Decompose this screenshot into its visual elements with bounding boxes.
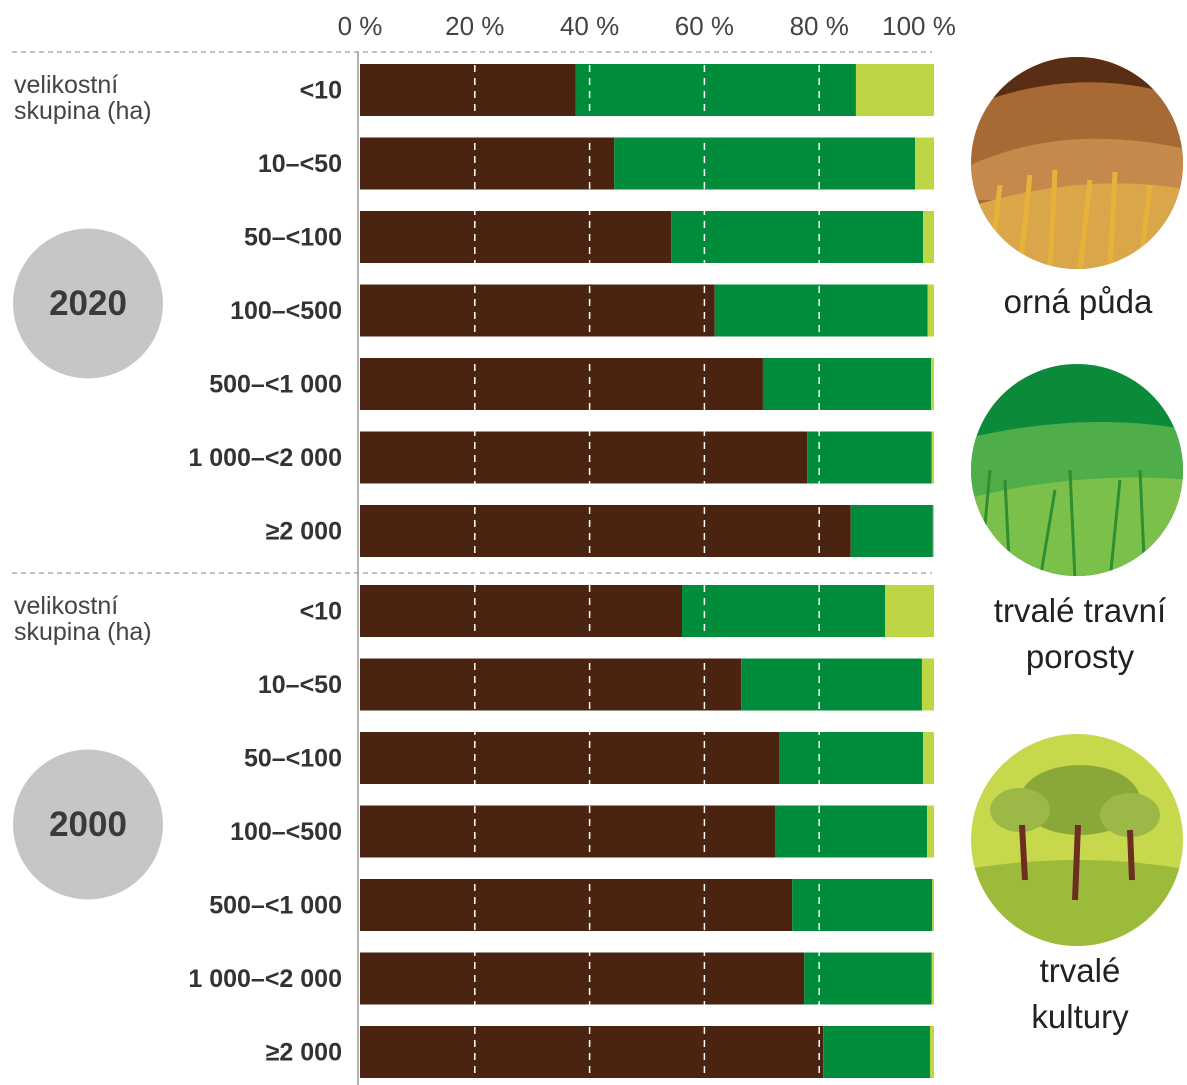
y-tick-label: 10–<50 xyxy=(258,671,342,699)
bar-segment xyxy=(671,211,924,263)
bar-segment xyxy=(931,952,934,1005)
y-tick-label: 100–<500 xyxy=(230,818,342,846)
y-tick-label: 500–<1 000 xyxy=(209,892,342,920)
bar-segment xyxy=(855,64,934,116)
group-label: 2000 xyxy=(49,805,127,844)
icon-permanent-crops xyxy=(971,734,1183,946)
x-tick-label: 100 % xyxy=(882,11,956,41)
bar-segment xyxy=(714,284,928,337)
bar-segment xyxy=(923,732,934,784)
y-tick-label: ≥2 000 xyxy=(266,518,342,546)
bar-segment xyxy=(360,1026,824,1078)
x-tick-label: 60 % xyxy=(675,11,734,41)
bar-segment xyxy=(932,879,934,931)
bar-segment xyxy=(775,805,928,858)
bar-segment xyxy=(360,137,615,190)
bar-segment xyxy=(779,732,924,784)
bar-segment xyxy=(850,505,933,557)
bar-segment xyxy=(360,431,808,484)
bar-segment xyxy=(921,658,934,711)
bar-segment xyxy=(360,211,672,263)
bar-segment xyxy=(360,805,776,858)
icon-grassland xyxy=(971,364,1183,576)
y-tick-label: 1 000–<2 000 xyxy=(188,444,342,472)
y-tick-label: 500–<1 000 xyxy=(209,371,342,399)
bar-segment xyxy=(762,358,932,410)
axis-caption: velikostní skupina (ha) xyxy=(14,71,152,125)
group-badge xyxy=(13,749,163,900)
legend-label: trvalé travní porosty xyxy=(993,592,1167,675)
bar-segment xyxy=(614,137,916,190)
y-tick-label: 50–<100 xyxy=(244,224,342,252)
bar-segment xyxy=(792,879,933,931)
bar-segment xyxy=(932,505,934,557)
bar-segment xyxy=(360,585,683,637)
bar-segment xyxy=(823,1026,930,1078)
y-tick-label: 1 000–<2 000 xyxy=(188,965,342,993)
bar-segment xyxy=(807,431,932,484)
bar-segment xyxy=(931,431,934,484)
legend-label: orná půda xyxy=(1003,283,1153,320)
bar-segment xyxy=(915,137,934,190)
bar-segment xyxy=(360,358,763,410)
bar-segment xyxy=(360,879,793,931)
bar-segment xyxy=(360,284,715,337)
bar-segment xyxy=(360,505,851,557)
bar-segment xyxy=(885,585,934,637)
x-tick-label: 40 % xyxy=(560,11,619,41)
bar-segment xyxy=(741,658,922,711)
bar-segment xyxy=(360,952,805,1005)
group-badge xyxy=(13,228,163,379)
y-tick-label: 100–<500 xyxy=(230,297,342,325)
bar-segment xyxy=(804,952,932,1005)
bar-segment xyxy=(927,284,934,337)
bar-segment xyxy=(931,358,934,410)
icon-arable xyxy=(971,57,1183,269)
bar-segment xyxy=(923,211,934,263)
legend-label: trvalé kultury xyxy=(1031,952,1129,1035)
x-tick-label: 20 % xyxy=(445,11,504,41)
x-tick-label: 80 % xyxy=(790,11,849,41)
y-tick-label: ≥2 000 xyxy=(266,1039,342,1067)
bar-segment xyxy=(575,64,856,116)
bar-segment xyxy=(929,1026,934,1078)
y-tick-label: <10 xyxy=(300,598,342,626)
bar-segment xyxy=(360,732,780,784)
x-tick-label: 0 % xyxy=(338,11,383,41)
bar-segment xyxy=(360,658,742,711)
y-tick-label: 50–<100 xyxy=(244,745,342,773)
bar-segment xyxy=(682,585,886,637)
y-tick-label: <10 xyxy=(300,77,342,105)
bar-segment xyxy=(360,64,576,116)
grid xyxy=(357,52,820,1085)
axis-caption: velikostní skupina (ha) xyxy=(14,592,152,646)
group-label: 2020 xyxy=(49,284,127,323)
bar-segment xyxy=(927,805,934,858)
bars xyxy=(360,64,934,1078)
y-tick-label: 10–<50 xyxy=(258,150,342,178)
